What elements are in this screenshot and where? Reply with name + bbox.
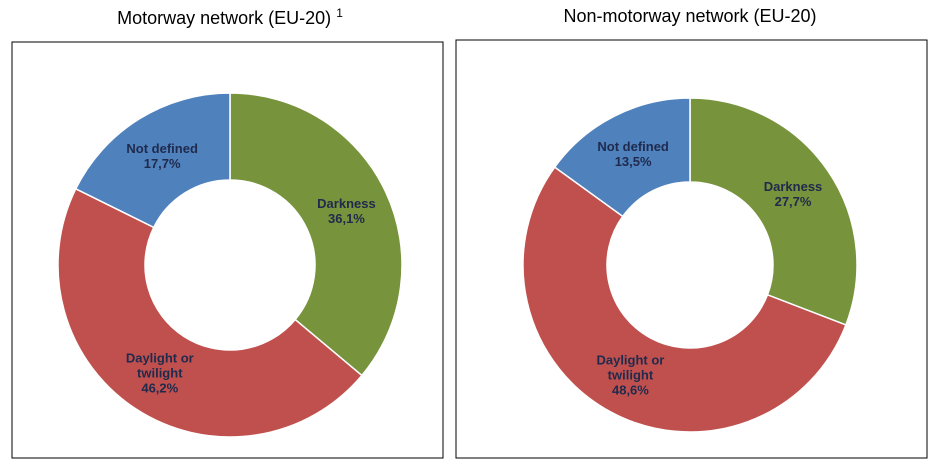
chart-frame <box>455 39 928 459</box>
donut-slice <box>689 97 858 326</box>
data-label: Daylight or twilight 48,6% <box>575 352 685 397</box>
donut-slice <box>553 97 691 218</box>
category-label: Not defined <box>597 138 669 154</box>
category-label: Daylight or twilight <box>125 350 194 381</box>
category-label: Not defined <box>126 140 198 156</box>
donut-slice <box>74 92 231 229</box>
value-label: 17,7% <box>143 155 181 171</box>
chart-title: Motorway network (EU-20) 1 <box>117 6 343 29</box>
value-label: 27,7% <box>774 194 812 210</box>
donut-slice <box>57 187 363 438</box>
data-label: Daylight or twilight 46,2% <box>105 350 215 395</box>
title-text: Non-motorway network (EU-20) <box>563 6 817 26</box>
value-label: 36,1% <box>328 210 365 226</box>
title-superscript: 1 <box>336 6 343 20</box>
category-label: Darkness <box>763 179 823 195</box>
title-text: Motorway network (EU-20) <box>117 8 332 28</box>
donut-slice <box>229 92 403 377</box>
category-label: Darkness <box>317 195 376 211</box>
value-label: 46,2% <box>141 380 179 396</box>
data-label: Not defined 13,5% <box>578 139 688 169</box>
category-label: Daylight or twilight <box>596 352 665 383</box>
chart-frame <box>11 41 444 459</box>
chart-title: Non-motorway network (EU-20) <box>563 6 816 27</box>
value-label: 48,6% <box>611 382 649 398</box>
value-label: 13,5% <box>614 153 652 169</box>
donut-slice <box>522 166 847 433</box>
data-label: Not defined 17,7% <box>107 141 217 171</box>
data-label: Darkness 27,7% <box>738 179 848 209</box>
data-label: Darkness 36,1% <box>291 196 401 226</box>
